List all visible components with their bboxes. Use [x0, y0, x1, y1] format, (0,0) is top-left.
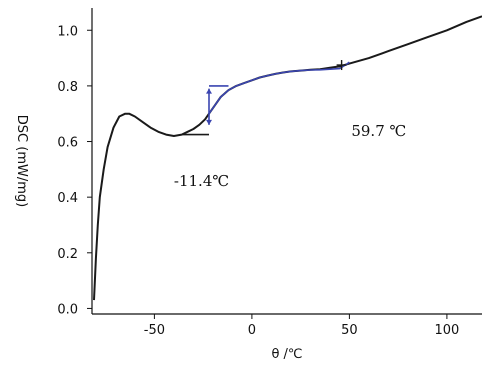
y-tick-label: 0.2	[57, 247, 78, 262]
x-tick-label: 50	[341, 323, 358, 338]
y-tick-label: 0.6	[57, 136, 78, 151]
series-layer	[93, 15, 482, 301]
x-tick-label: 100	[434, 323, 459, 338]
y-tick-label: 1.0	[57, 24, 78, 39]
chart-axes	[91, 8, 482, 315]
y-tick-label: 0.0	[57, 302, 78, 317]
x-tick-label: 0	[248, 323, 256, 338]
onset-marker-arrow-down	[206, 119, 212, 125]
annotation-layer: -11.4℃ 59.7 ℃	[174, 122, 406, 190]
x-tick-label: -50	[144, 323, 165, 338]
y-axis-title: DSC (mW/mg)	[14, 115, 29, 207]
onset-marker-arrow-up	[206, 88, 212, 94]
fit-curve	[208, 61, 350, 115]
y-tick-label: 0.8	[57, 80, 78, 95]
dsc-curve	[93, 15, 482, 301]
temperature-annotation: -11.4℃	[174, 172, 229, 190]
x-axis-title: θ /℃	[271, 347, 302, 362]
temperature-annotation: 59.7 ℃	[351, 122, 406, 140]
y-tick-label: 0.4	[57, 191, 78, 206]
chart-ticks: -50 0 50 100 0.0 0.2 0.4 0.6 0.8 1.0	[57, 24, 459, 338]
